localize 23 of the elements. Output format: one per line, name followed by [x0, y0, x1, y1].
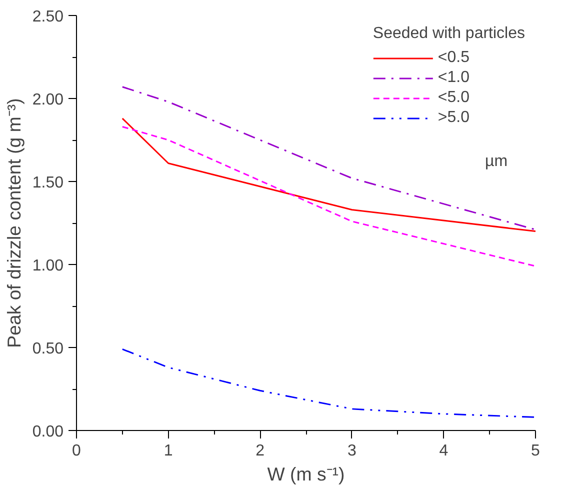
line-series — [122, 86, 536, 230]
y-tick-label: 1.50 — [32, 174, 64, 192]
legend-label: <1.0 — [438, 69, 470, 87]
y-tick-label: 2.50 — [32, 8, 64, 26]
legend-label: >5.0 — [438, 109, 470, 127]
legend-title: Seeded with particles — [372, 25, 525, 43]
y-tick-label: 0.50 — [32, 340, 64, 358]
x-tick-label: 3 — [347, 442, 356, 460]
legend-label: <0.5 — [438, 49, 470, 67]
y-tick-label: 2.00 — [32, 92, 64, 108]
y-tick-label: 1.00 — [32, 258, 64, 274]
x-tick-label: 1 — [164, 442, 173, 460]
annotation: µm — [485, 152, 508, 170]
x-tick-label: 2 — [256, 442, 265, 460]
legend-label: <5.0 — [438, 89, 470, 107]
line-series — [122, 348, 536, 418]
x-tick-label: 0 — [72, 442, 82, 460]
y-tick-label: 0.00 — [32, 424, 64, 440]
line-series — [122, 126, 536, 267]
y-axis-title: Peak of drizzle content (g m⁻³) — [3, 98, 24, 348]
x-tick-label: 4 — [439, 442, 448, 460]
x-axis-title: W (m s⁻¹) — [267, 464, 345, 484]
x-tick-label: 5 — [531, 442, 540, 460]
